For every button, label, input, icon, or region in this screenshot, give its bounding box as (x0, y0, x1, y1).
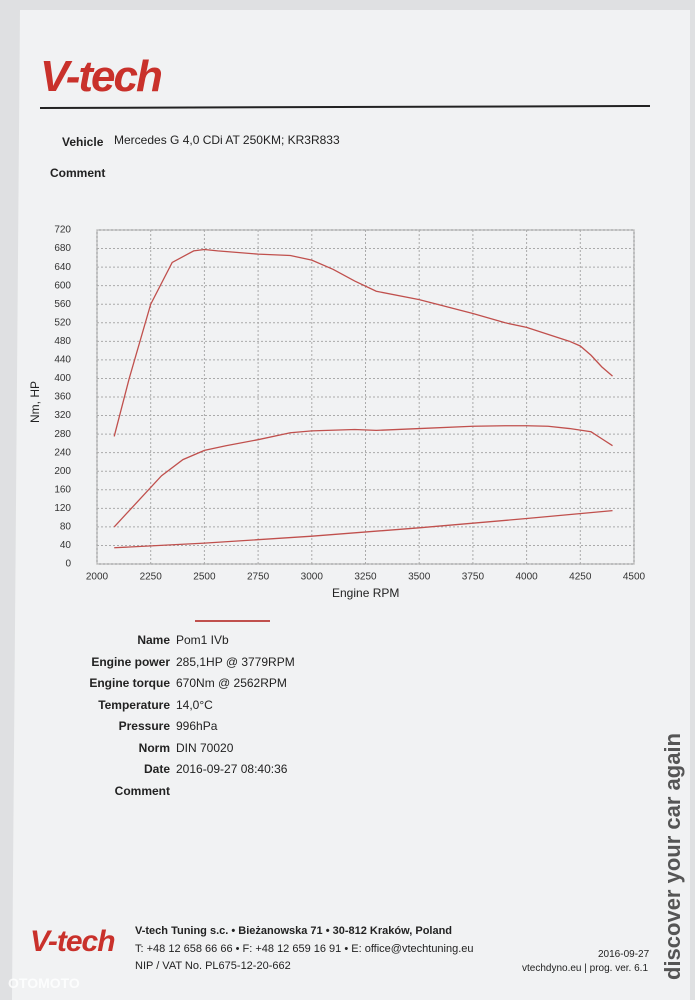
series-line (114, 510, 613, 549)
x-tick-label: 4250 (569, 572, 592, 583)
y-tick-label: 160 (54, 484, 71, 495)
y-tick-label: 720 (54, 225, 71, 236)
x-tick-label: 2250 (140, 572, 163, 583)
y-tick-label: 560 (54, 299, 71, 310)
result-label: Engine power (91, 654, 170, 669)
y-tick-label: 240 (54, 447, 71, 458)
result-label: Temperature (98, 697, 170, 712)
footer-date: 2016-09-27 (598, 949, 650, 960)
footer-logo: V-tech (30, 925, 116, 958)
result-label: Engine torque (89, 676, 170, 690)
x-tick-label: 3750 (462, 572, 485, 583)
result-label: Name (137, 633, 170, 647)
y-tick-label: 280 (54, 429, 71, 440)
y-tick-label: 320 (54, 410, 71, 421)
x-axis-label: Engine RPM (332, 586, 400, 600)
y-tick-label: 440 (54, 355, 71, 366)
y-tick-label: 40 (60, 540, 72, 551)
result-label: Norm (138, 740, 170, 755)
y-tick-label: 0 (65, 559, 71, 570)
watermark: OTOMOTO (8, 975, 80, 991)
footer-contact: T: +48 12 658 66 66 • F: +48 12 659 16 9… (135, 943, 474, 955)
result-label: Pressure (118, 719, 170, 733)
result-label: Comment (114, 783, 170, 798)
footer-vat: NIP / VAT No. PL675-12-20-662 (135, 960, 291, 972)
result-value: DIN 70020 (176, 740, 234, 755)
header-rule (39, 105, 651, 109)
y-axis-label: Nm, HP (28, 381, 42, 423)
vehicle-label: Vehicle (62, 135, 104, 149)
series-line (113, 425, 613, 528)
paper (12, 10, 690, 1000)
vehicle-value: Mercedes G 4,0 CDi AT 250KM; KR3R833 (114, 133, 340, 147)
x-tick-label: 2500 (193, 572, 216, 583)
result-value: 2016-09-27 08:40:36 (176, 762, 288, 776)
footer-program: vtechdyno.eu | prog. ver. 6.1 (522, 963, 649, 974)
series-line (113, 248, 613, 437)
y-tick-label: 80 (60, 522, 72, 533)
y-tick-label: 480 (54, 336, 71, 347)
result-value: 670Nm @ 2562RPM (176, 676, 287, 690)
y-tick-label: 120 (54, 503, 71, 514)
result-label: Date (143, 762, 170, 776)
x-tick-label: 4500 (623, 572, 646, 583)
x-tick-label: 2000 (86, 572, 109, 583)
x-tick-label: 3000 (301, 572, 324, 583)
y-tick-label: 640 (54, 262, 71, 273)
x-tick-label: 3250 (354, 572, 377, 583)
result-value: Pom1 IVb (176, 633, 229, 647)
result-value: 285,1HP @ 3779RPM (176, 654, 295, 669)
y-tick-label: 600 (54, 280, 71, 291)
y-tick-label: 400 (54, 373, 71, 384)
x-tick-label: 3500 (408, 572, 431, 583)
comment-label: Comment (50, 166, 106, 180)
logo: V-tech (40, 52, 163, 101)
result-value: 996hPa (176, 719, 218, 733)
x-tick-label: 4000 (515, 572, 538, 583)
y-tick-label: 360 (54, 392, 71, 403)
result-value: 14,0°C (176, 697, 213, 712)
y-tick-label: 520 (54, 317, 71, 328)
y-tick-label: 200 (54, 466, 71, 477)
y-tick-label: 680 (54, 243, 71, 254)
side-text: discover your car again (660, 733, 685, 980)
x-tick-label: 2750 (247, 572, 270, 583)
footer-company: V-tech Tuning s.c. • Bieżanowska 71 • 30… (135, 925, 453, 937)
